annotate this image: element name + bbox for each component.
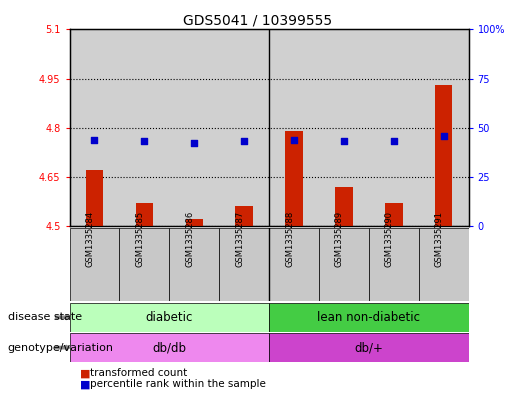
Bar xyxy=(369,228,419,301)
Text: ■: ■ xyxy=(80,368,90,378)
Point xyxy=(290,136,298,143)
Bar xyxy=(70,29,119,226)
Bar xyxy=(169,228,219,301)
Point xyxy=(440,132,448,139)
Text: GSM1335289: GSM1335289 xyxy=(335,211,344,267)
Point xyxy=(390,138,398,145)
Bar xyxy=(435,85,453,226)
Text: percentile rank within the sample: percentile rank within the sample xyxy=(90,379,266,389)
Bar xyxy=(119,29,169,226)
Text: GSM1335290: GSM1335290 xyxy=(385,211,394,267)
Bar xyxy=(385,203,403,226)
Text: GSM1335285: GSM1335285 xyxy=(135,211,144,267)
Text: ■: ■ xyxy=(80,379,90,389)
Bar xyxy=(70,303,269,332)
Bar xyxy=(269,228,319,301)
Bar xyxy=(269,29,319,226)
Bar xyxy=(419,29,469,226)
Bar xyxy=(335,187,353,226)
Point xyxy=(240,138,248,145)
Bar xyxy=(285,131,303,226)
Bar xyxy=(169,29,219,226)
Text: db/db: db/db xyxy=(152,341,186,354)
Bar xyxy=(70,228,119,301)
Text: GSM1335284: GSM1335284 xyxy=(85,211,94,267)
Point xyxy=(90,136,98,143)
Point xyxy=(340,138,348,145)
Bar xyxy=(269,303,469,332)
Text: GSM1335286: GSM1335286 xyxy=(185,211,194,267)
Bar xyxy=(135,203,153,226)
Bar xyxy=(419,228,469,301)
Bar xyxy=(319,29,369,226)
Bar xyxy=(185,219,203,226)
Bar xyxy=(319,228,369,301)
Text: GSM1335291: GSM1335291 xyxy=(435,211,444,267)
Bar xyxy=(85,170,103,226)
Bar xyxy=(269,333,469,362)
Text: db/+: db/+ xyxy=(354,341,383,354)
Text: diabetic: diabetic xyxy=(146,311,193,324)
Text: GSM1335288: GSM1335288 xyxy=(285,211,294,267)
Text: GSM1335287: GSM1335287 xyxy=(235,211,244,267)
Bar xyxy=(70,333,269,362)
Bar xyxy=(219,228,269,301)
Text: GDS5041 / 10399555: GDS5041 / 10399555 xyxy=(183,14,332,28)
Point xyxy=(190,140,198,147)
Text: genotype/variation: genotype/variation xyxy=(8,343,114,353)
Text: disease state: disease state xyxy=(8,312,82,322)
Bar xyxy=(219,29,269,226)
Bar xyxy=(369,29,419,226)
Text: lean non-diabetic: lean non-diabetic xyxy=(317,311,420,324)
Point xyxy=(140,138,148,145)
Bar xyxy=(119,228,169,301)
Text: transformed count: transformed count xyxy=(90,368,187,378)
Bar xyxy=(235,206,253,226)
